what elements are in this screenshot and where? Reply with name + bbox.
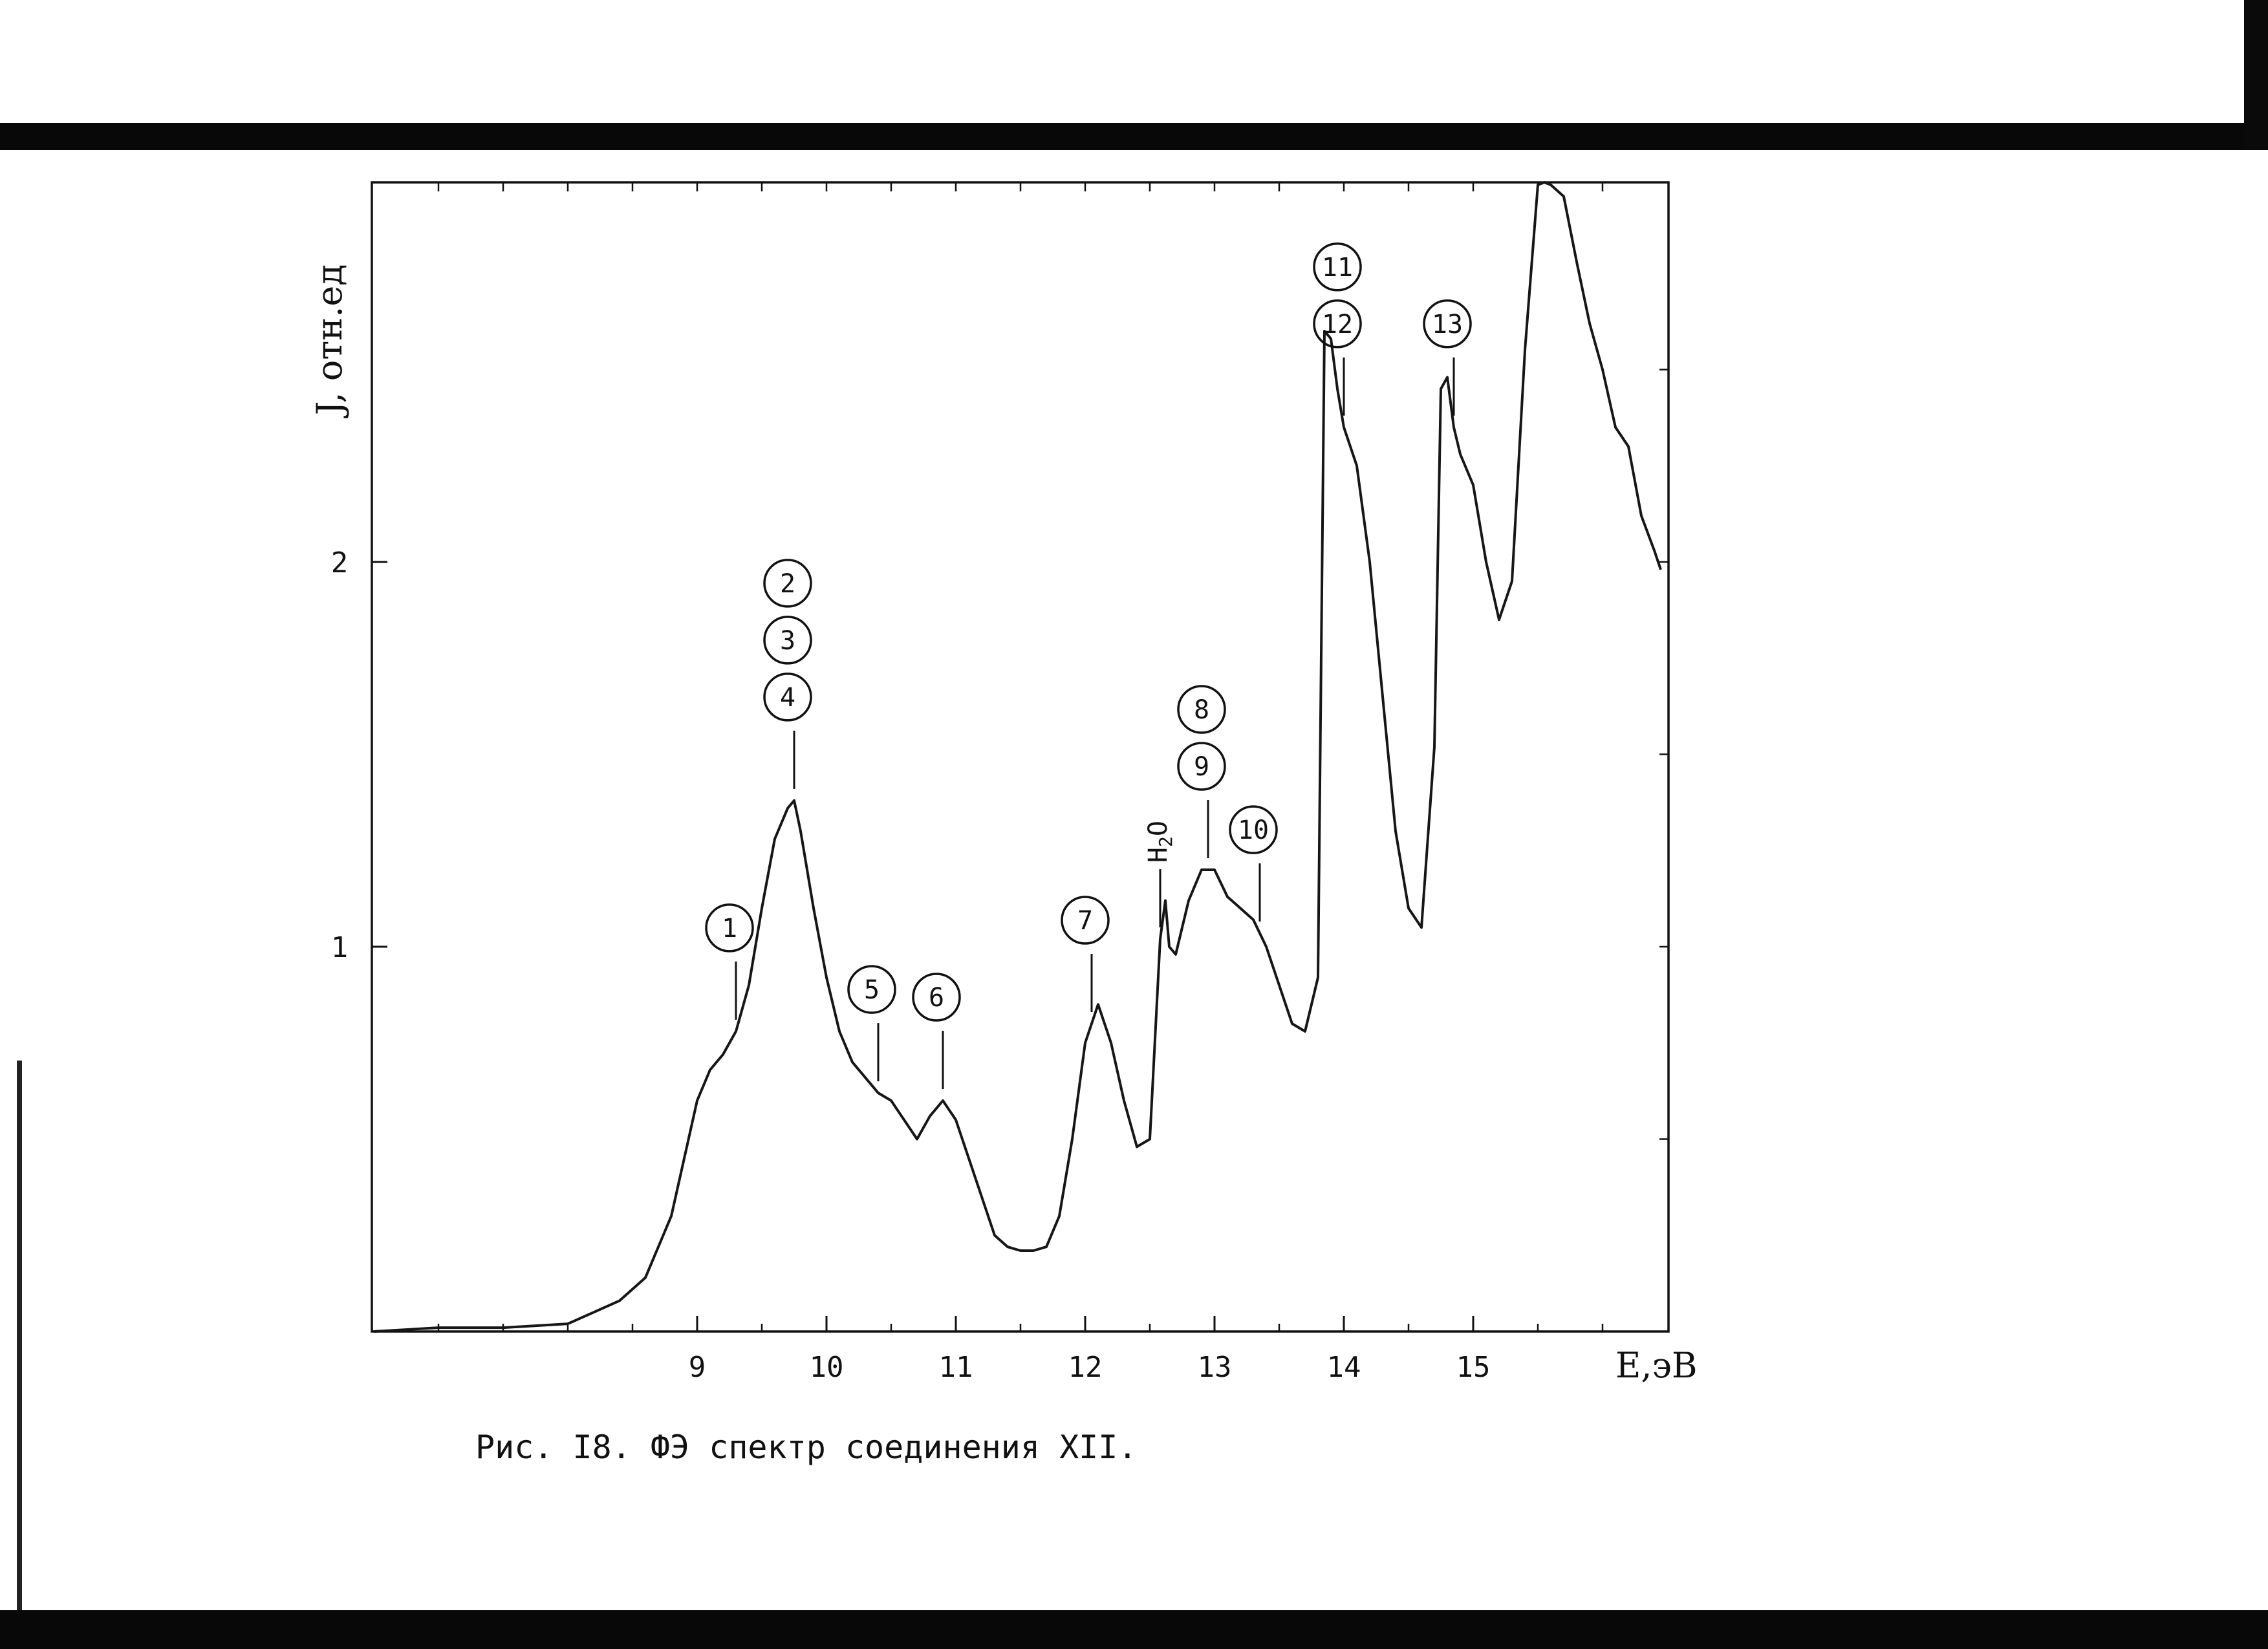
peak-marker-number: 11 — [1322, 253, 1353, 283]
scan-bottom-band — [0, 1610, 2268, 1649]
peak-marker-circle — [1177, 742, 1226, 791]
scan-right-edge — [2244, 0, 2268, 150]
peak-marker-number: 4 — [780, 683, 795, 713]
peak-marker-number: 5 — [864, 975, 880, 1005]
peak-marker-circle — [1177, 685, 1226, 734]
frame-minor-ticks — [437, 182, 1669, 1331]
peak-marker-circle — [705, 903, 754, 953]
peak-marker: H2O — [1143, 821, 1176, 928]
scan-left-edge — [17, 1061, 22, 1617]
y-axis-label: J, отн.ед — [309, 264, 350, 418]
y-axis-ticks: 12 — [331, 546, 387, 964]
peak-marker-circle — [912, 973, 961, 1022]
spectrum-line — [373, 181, 1662, 1333]
peak-marker-number: 3 — [780, 626, 795, 656]
x-axis-label: E,эВ — [1615, 1345, 1698, 1386]
peak-marker: 1 — [705, 903, 754, 1020]
x-tick-label: 9 — [689, 1351, 706, 1384]
x-axis-ticks: 9 10 11 12 13 14 15 — [689, 1316, 1491, 1384]
peak-marker: 10 — [1229, 805, 1278, 922]
peak-marker-number: 12 — [1322, 310, 1353, 339]
peak-label-h2o: H2O — [1143, 821, 1176, 863]
y-tick-label: 1 — [331, 931, 349, 964]
peak-marker-circle — [763, 673, 812, 722]
peak-marker-number: 6 — [929, 983, 944, 1013]
peak-marker-number: 10 — [1238, 815, 1269, 845]
peak-marker-circle — [1423, 299, 1472, 349]
peak-marker-number: 2 — [780, 569, 795, 599]
figure-caption: Рис. I8. ФЭ спектр соединения XII. — [475, 1428, 1138, 1466]
peak-marker-circle — [1229, 805, 1278, 854]
peak-marker-number: 1 — [722, 914, 737, 943]
peak-marker: 7 — [1061, 896, 1110, 1012]
peak-marker: 89 — [1177, 685, 1226, 858]
peak-marker: 11 12 — [1313, 242, 1362, 416]
peak-marker: 13 — [1423, 299, 1472, 416]
peak-marker-number: 13 — [1432, 310, 1463, 339]
plot-frame — [371, 181, 1670, 1333]
x-tick-label: 11 — [939, 1351, 973, 1384]
peak-marker-circle — [763, 616, 812, 665]
y-tick-label: 2 — [331, 546, 349, 579]
peak-marker-number: 9 — [1194, 752, 1209, 782]
peak-marker-number: 8 — [1194, 695, 1209, 725]
peak-marker: 6 — [912, 973, 961, 1089]
x-tick-label: 10 — [810, 1351, 844, 1384]
peak-marker-circle — [847, 965, 896, 1014]
peak-marker-circle — [763, 559, 812, 608]
peak-marker-circle — [1061, 896, 1110, 945]
scan-top-band — [0, 123, 2268, 150]
peak-marker-circle — [1313, 242, 1362, 292]
x-tick-label: 12 — [1068, 1351, 1103, 1384]
x-tick-label: 15 — [1456, 1351, 1491, 1384]
peak-marker: 2 3 4 — [763, 559, 812, 789]
x-tick-label: 13 — [1198, 1351, 1232, 1384]
x-tick-label: 14 — [1327, 1351, 1361, 1384]
peak-marker-circle — [1313, 299, 1362, 349]
peak-marker: 5 — [847, 965, 896, 1082]
peak-marker-number: 7 — [1077, 906, 1093, 936]
